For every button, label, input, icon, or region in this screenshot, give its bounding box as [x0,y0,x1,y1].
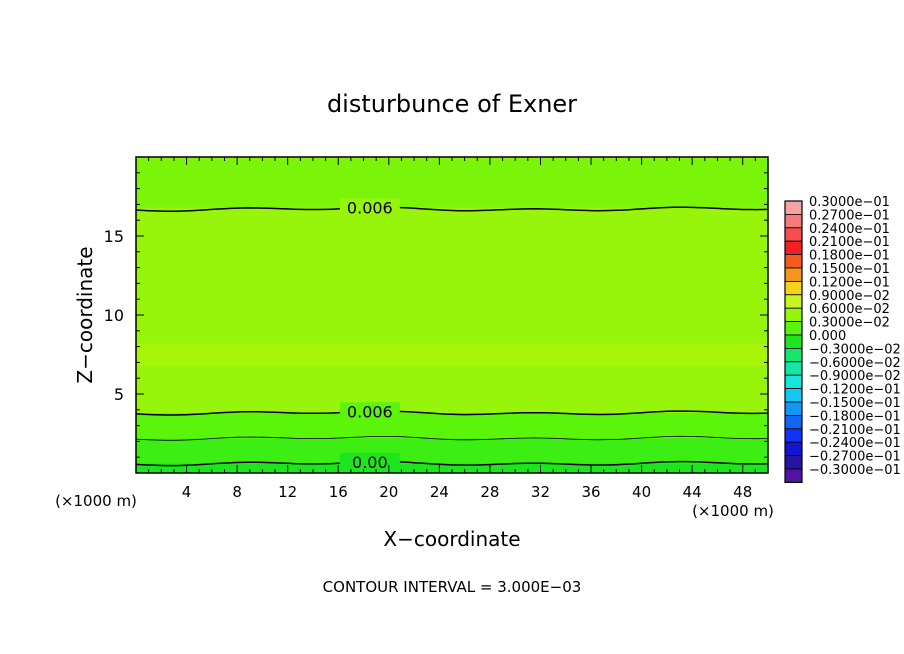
x-tick-label: 48 [733,483,752,501]
colorbar-label: −0.3000e−02 [809,342,901,357]
colorbar-label: −0.1500e−01 [809,396,901,411]
colorbar-swatch [784,227,803,242]
contour-line-1 [135,435,769,441]
x-tick-label: 36 [581,483,600,501]
colorbar-label: 0.6000e−02 [809,302,890,317]
x-tick-label: 40 [632,483,651,501]
colorbar-swatch [784,240,803,255]
colorbar-swatch [784,334,803,349]
colorbar-swatch [784,401,803,416]
colorbar-label: −0.1200e−01 [809,383,901,398]
y-tick-label: 10 [104,306,124,325]
contour-line-2 [135,410,769,416]
colorbar-label: 0.1800e−01 [809,249,890,264]
contour-label-0: 0.00 [352,453,388,472]
x-tick-label: 20 [379,483,398,501]
colorbar-label: 0.1500e−01 [809,262,890,277]
plot-area [136,157,768,473]
contour-band-2 [136,412,768,439]
colorbar-label: −0.2400e−01 [809,436,901,451]
colorbar-swatch [784,455,803,470]
colorbar-label: 0.2100e−01 [809,235,890,250]
colorbar-swatch [784,374,803,390]
colorbar-legend: 0.3000e−010.2700e−010.2400e−010.2100e−01… [784,195,901,483]
colorbar-label: 0.2400e−01 [809,222,890,237]
contour-label-3: 0.006 [347,199,393,218]
x-tick-label: 28 [480,483,499,501]
colorbar-swatch [784,267,803,282]
colorbar-swatch [784,280,803,296]
x-tick-label: 12 [278,483,297,501]
x-tick-label: 16 [329,483,348,501]
colorbar-label: −0.2700e−01 [809,450,901,465]
contour-interval-footer: CONTOUR INTERVAL = 3.000E−03 [323,578,582,596]
x-axis-unit: (×1000 m) [692,502,774,520]
chart-title: disturbunce of Exner [327,90,577,118]
colorbar-label: 0.1200e−01 [809,275,890,290]
colorbar-swatch [784,213,803,229]
contour-band-6 [136,158,768,208]
colorbar-label: 0.2700e−01 [809,208,890,223]
colorbar-label: −0.2100e−01 [809,423,901,438]
colorbar-swatch [784,347,803,363]
colorbar-frame [784,200,803,483]
x-tick-label: 24 [430,483,449,501]
x-tick-label: 8 [232,483,242,501]
colorbar-swatch [784,441,803,457]
contour-band-1 [136,438,768,464]
contour-label-bg-3 [339,198,400,216]
y-axis-unit: (×1000 m) [55,492,137,510]
colorbar-label: 0.3000e−02 [809,316,890,331]
colorbar-swatch [784,307,803,323]
contour-band-4 [136,343,768,366]
colorbar-swatch [784,414,803,430]
colorbar-label: −0.3000e−01 [809,463,901,478]
colorbar-swatch [784,361,803,376]
x-axis-label: X−coordinate [383,527,520,551]
colorbar-label: −0.1800e−01 [809,409,901,424]
x-tick-label: 4 [182,483,192,501]
colorbar-label: −0.9000e−02 [809,369,901,384]
x-tick-label: 44 [683,483,702,501]
colorbar-swatch [784,294,803,309]
y-tick-label: 15 [104,227,124,246]
contour-band-5 [136,207,768,344]
x-tick-label: 32 [531,483,550,501]
y-axis-label: Z−coordinate [73,246,97,383]
contour-band-3 [136,365,768,413]
colorbar-label: 0.000 [809,329,846,344]
contour-label-bg-0 [339,452,400,470]
colorbar-swatch [784,388,803,403]
contour-band-0 [136,463,768,473]
colorbar-swatch [784,321,803,336]
colorbar-label: 0.3000e−01 [809,195,890,210]
contour-line-0 [135,460,769,467]
colorbar-swatch [784,200,803,215]
contour-label-2: 0.006 [347,402,393,421]
colorbar-label: −0.6000e−02 [809,356,901,371]
contour-lines: 0.00 0.006 0.006 [135,198,769,472]
contour-line-3 [135,206,769,212]
colorbar-swatch [784,428,803,443]
colorbar-label: 0.9000e−02 [809,289,890,304]
colorbar-swatch [784,254,803,269]
colorbar-swatch [784,468,803,483]
contour-label-bg-2 [339,402,400,420]
y-tick-label: 5 [114,385,124,404]
